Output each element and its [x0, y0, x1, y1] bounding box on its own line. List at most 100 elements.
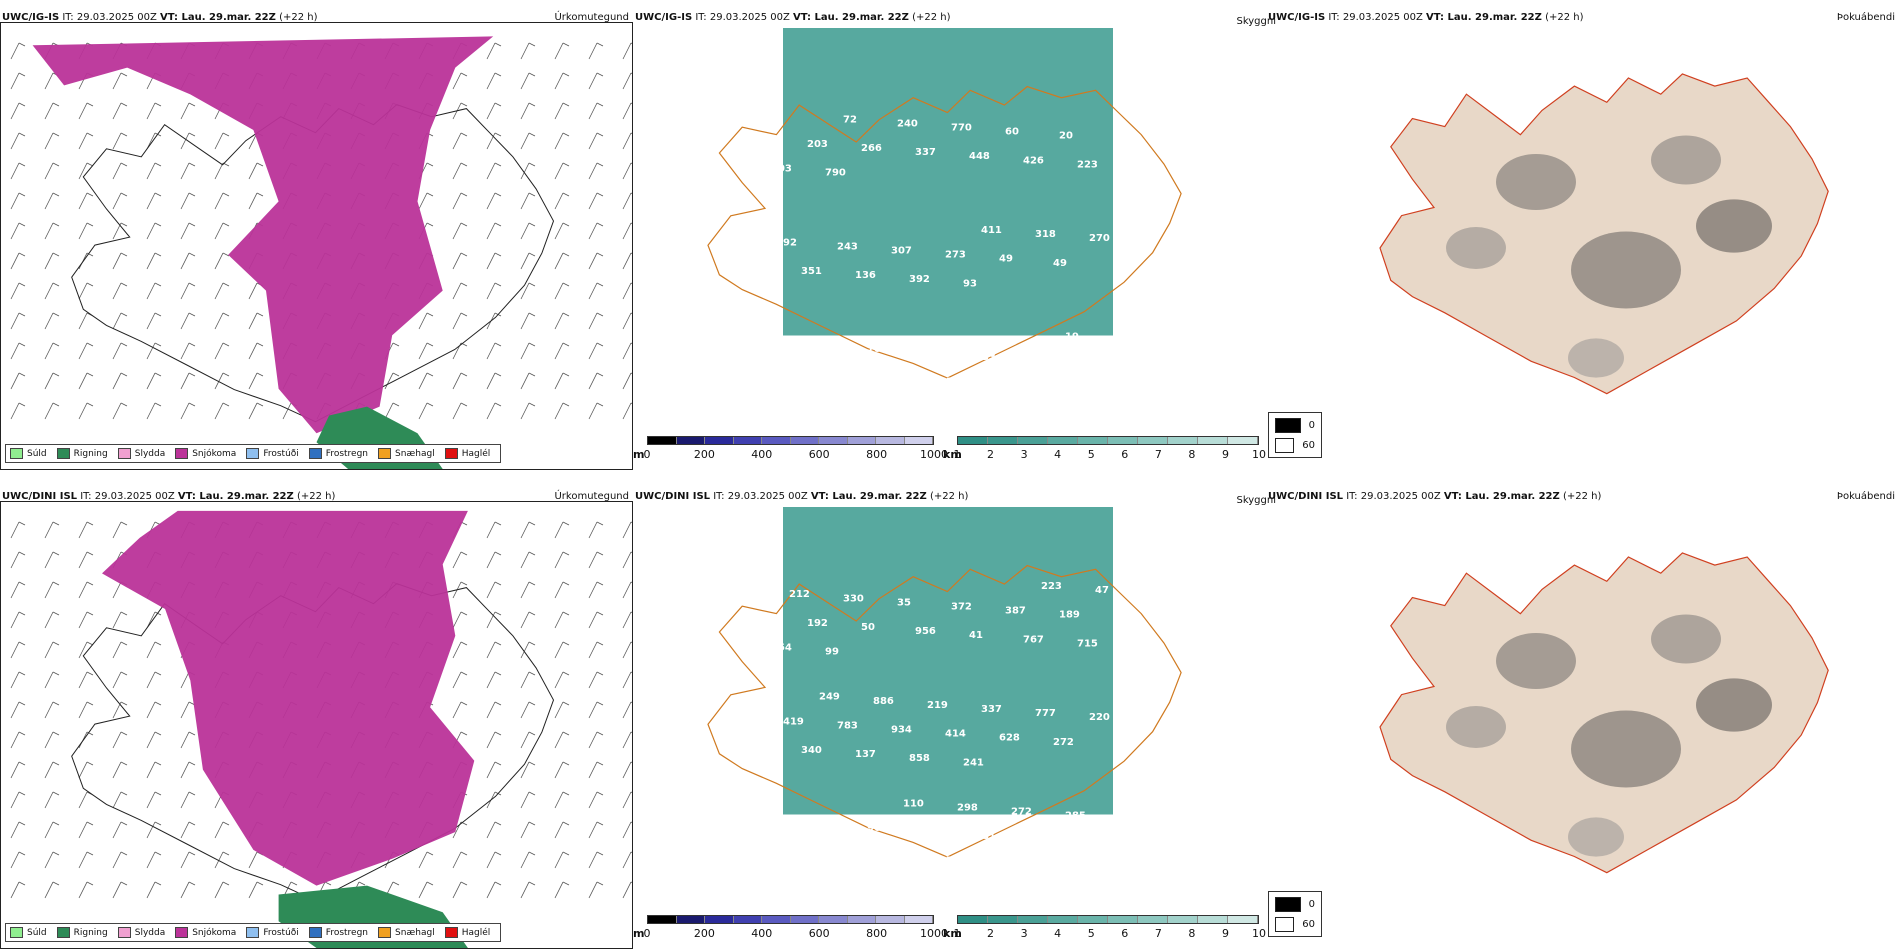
wind-barb-flag — [18, 881, 26, 886]
legend-label: Rigning — [73, 448, 108, 459]
wind-barb — [520, 581, 530, 599]
legend-swatch — [10, 927, 23, 938]
wind-barb-flag — [120, 282, 128, 287]
legend-label: Snæhagl — [395, 448, 435, 459]
wind-barb-flag — [460, 641, 468, 646]
wind-barb-flag — [596, 521, 604, 526]
wind-barb — [520, 821, 530, 839]
cloud-base-label: 776 — [939, 856, 960, 867]
wind-barb-flag — [256, 881, 264, 886]
wind-barb-flag — [188, 821, 196, 826]
wind-barb — [248, 402, 258, 420]
wind-barb — [588, 42, 598, 60]
wind-barb — [112, 372, 122, 390]
wind-barb-flag — [154, 641, 162, 646]
wind-barb-flag — [562, 611, 570, 616]
wind-barb — [214, 342, 224, 360]
colorbar-tick: 4 — [1054, 927, 1062, 940]
wind-barb — [520, 132, 530, 150]
wind-barb-flag — [52, 671, 60, 676]
panel-title: UWC/IG-IS IT: 29.03.2025 00Z VT: Lau. 29… — [1268, 12, 1584, 23]
colorbar-cell — [904, 916, 933, 923]
wind-barb — [44, 701, 54, 719]
wind-barb-flag — [120, 222, 128, 227]
wind-barb-flag — [426, 881, 434, 886]
wind-barb — [486, 611, 496, 629]
wind-barb-flag — [460, 671, 468, 676]
wind-barb-flag — [52, 222, 60, 227]
wind-barb — [588, 641, 598, 659]
wind-barb — [248, 282, 258, 300]
wind-barb — [588, 402, 598, 420]
visibility-colorbar: km 1 2 3 4 5 6 7 8 9 10 — [943, 436, 1266, 462]
wind-barb — [78, 102, 88, 120]
cloud-base-label: 340 — [801, 745, 822, 756]
wind-barb-flag — [154, 222, 162, 227]
wind-barb — [112, 72, 122, 90]
wind-barb — [452, 372, 462, 390]
colorbar-cell — [1138, 916, 1168, 923]
wind-barb-flag — [460, 551, 468, 556]
wind-barb — [486, 192, 496, 210]
wind-barb-flag — [188, 372, 196, 377]
wind-barb-flag — [154, 252, 162, 257]
wind-barb — [10, 821, 20, 839]
wind-barb-flag — [120, 102, 128, 107]
cloud-base-label: 184 — [759, 336, 780, 347]
wind-barb-flag — [460, 282, 468, 287]
colorbar-unit: km — [943, 927, 962, 940]
wind-barb — [44, 372, 54, 390]
wind-barb-flag — [188, 851, 196, 856]
wind-barb-flag — [18, 791, 26, 796]
wind-barb-flag — [528, 521, 536, 526]
legend-item: Súld — [10, 927, 47, 938]
wind-barb-flag — [460, 252, 468, 257]
wind-barb-flag — [86, 372, 94, 377]
wind-barb — [44, 611, 54, 629]
cloud-base-label: 10 — [867, 344, 881, 355]
wind-barb-flag — [18, 521, 26, 526]
wind-barb-flag — [222, 282, 230, 287]
fog-map-canvas — [1379, 552, 1829, 874]
wind-barb-flag — [494, 42, 502, 47]
wind-barb-flag — [528, 342, 536, 347]
colorbar-tick: 2 — [987, 927, 995, 940]
wind-barb-flag — [52, 641, 60, 646]
wind-barb-flag — [120, 252, 128, 257]
wind-barb — [112, 192, 122, 210]
wind-barb — [520, 881, 530, 899]
fog-patch — [1571, 231, 1681, 309]
wind-barb — [10, 192, 20, 210]
wind-barb — [588, 881, 598, 899]
panel-label: Úrkomutegund — [554, 12, 629, 23]
wind-barb — [180, 791, 190, 809]
wind-barb-flag — [18, 581, 26, 586]
legend-item: Slydda — [117, 448, 165, 459]
fog-patch — [1446, 227, 1506, 269]
wind-barb-flag — [562, 372, 570, 377]
wind-barb-flag — [562, 282, 570, 287]
wind-barb — [10, 851, 20, 869]
wind-barb — [44, 102, 54, 120]
wind-barb — [622, 282, 632, 300]
wind-barb — [146, 402, 156, 420]
wind-barb — [10, 282, 20, 300]
wind-barb-flag — [222, 192, 230, 197]
wind-barb-flag — [188, 402, 196, 407]
colorbar-tick: 1 — [953, 448, 961, 461]
cloud-base-label: 241 — [963, 757, 984, 768]
wind-barb — [622, 851, 632, 869]
wind-barb-flag — [596, 222, 604, 227]
legend-swatch — [10, 448, 23, 459]
wind-barb — [146, 342, 156, 360]
wind-barb — [78, 342, 88, 360]
wind-barb-flag — [562, 342, 570, 347]
wind-barb — [554, 761, 564, 779]
colorbar-tick: 10 — [1252, 927, 1266, 940]
wind-barb — [554, 791, 564, 809]
wind-barb-flag — [18, 761, 26, 766]
legend-label: Súld — [27, 927, 47, 938]
colorbar-tick: 10 — [1252, 448, 1266, 461]
snow-area — [32, 36, 494, 434]
wind-barb — [554, 162, 564, 180]
